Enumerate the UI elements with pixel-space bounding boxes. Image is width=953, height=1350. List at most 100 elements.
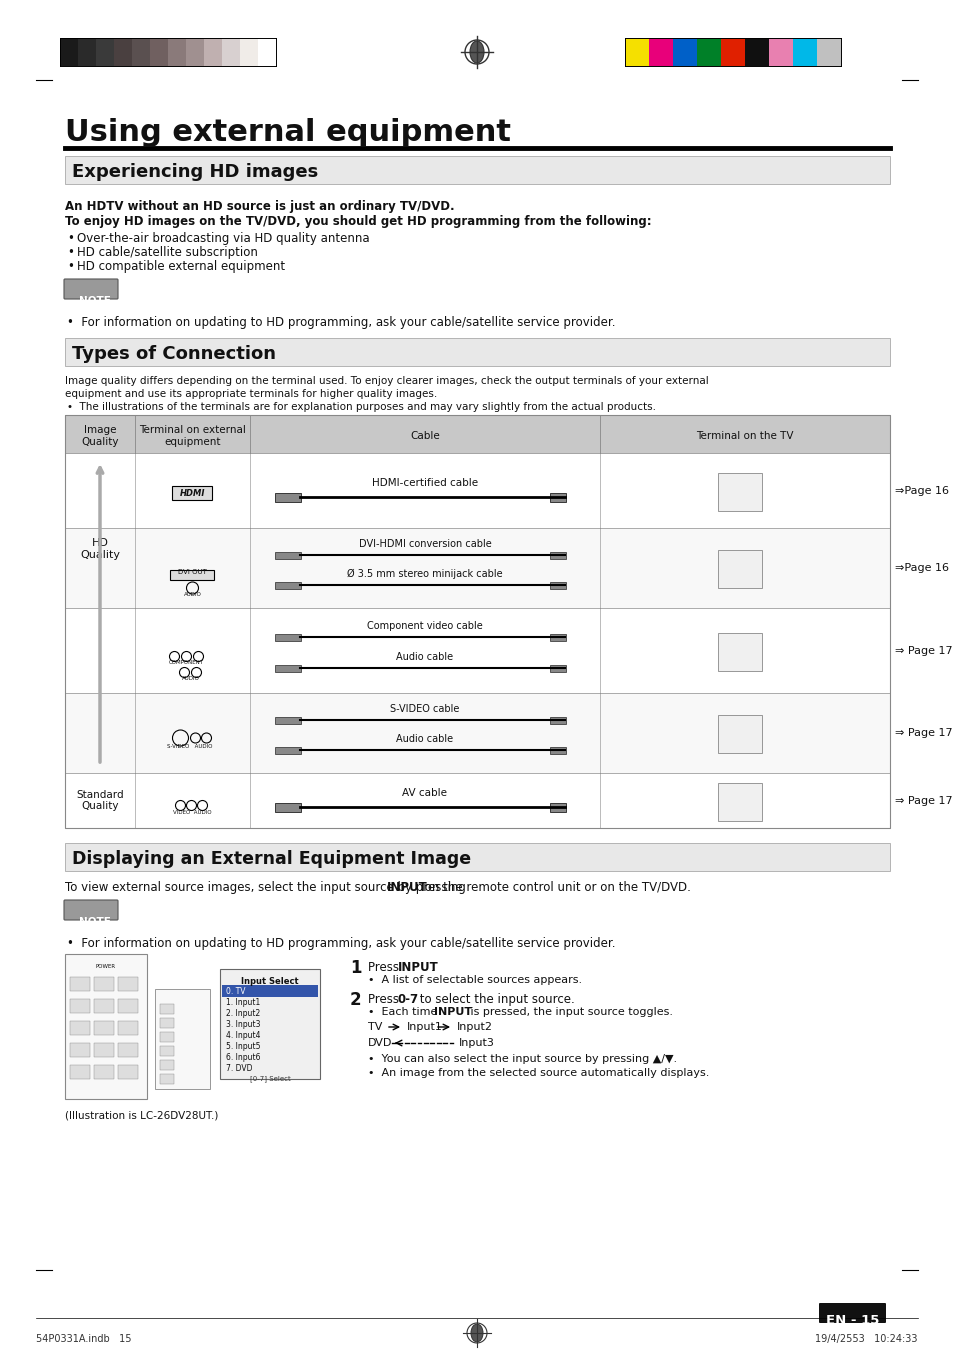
Bar — [160, 1060, 173, 1071]
Text: [0-7] Select: [0-7] Select — [250, 1075, 290, 1081]
Bar — [65, 338, 889, 366]
Bar — [718, 716, 761, 753]
Text: An HDTV without an HD source is just an ordinary TV/DVD.: An HDTV without an HD source is just an … — [65, 200, 455, 213]
FancyBboxPatch shape — [64, 900, 118, 919]
Text: Ø 3.5 mm stereo minijack cable: Ø 3.5 mm stereo minijack cable — [347, 568, 502, 579]
Bar — [204, 38, 222, 66]
Bar — [113, 38, 132, 66]
Text: ⇒ Page 17: ⇒ Page 17 — [894, 728, 952, 738]
Bar — [65, 157, 889, 184]
Text: •  The illustrations of the terminals are for explanation purposes and may vary : • The illustrations of the terminals are… — [67, 402, 656, 412]
Text: Press: Press — [368, 961, 402, 973]
Text: equipment and use its appropriate terminals for higher quality images.: equipment and use its appropriate termin… — [65, 389, 436, 400]
Bar — [697, 38, 720, 66]
Text: ⇒Page 16: ⇒Page 16 — [894, 563, 948, 572]
Bar — [744, 38, 768, 66]
Text: Input Select: Input Select — [241, 977, 298, 986]
Bar — [94, 1044, 113, 1057]
Text: Terminal on the TV: Terminal on the TV — [696, 431, 793, 441]
Bar — [550, 666, 565, 672]
Text: To enjoy HD images on the TV/DVD, you should get HD programming from the followi: To enjoy HD images on the TV/DVD, you sh… — [65, 215, 651, 228]
Text: Image
Quality: Image Quality — [81, 425, 118, 447]
Bar — [65, 414, 889, 454]
Bar — [550, 747, 565, 755]
Text: HD
Quality: HD Quality — [80, 539, 120, 560]
Text: Input1: Input1 — [407, 1022, 442, 1031]
Bar — [718, 783, 761, 821]
Text: 54P0331A.indb   15: 54P0331A.indb 15 — [36, 1334, 132, 1345]
Text: Audio cable: Audio cable — [396, 734, 453, 744]
Bar — [132, 38, 150, 66]
Text: HD cable/satellite subscription: HD cable/satellite subscription — [77, 246, 257, 259]
Text: 0. TV: 0. TV — [226, 987, 245, 996]
Bar — [118, 999, 138, 1012]
Text: •  A list of selectable sources appears.: • A list of selectable sources appears. — [368, 975, 581, 985]
Text: on the remote control unit or on the TV/DVD.: on the remote control unit or on the TV/… — [420, 882, 690, 894]
Text: TV: TV — [368, 1022, 382, 1031]
Bar — [240, 38, 257, 66]
Text: •: • — [67, 232, 73, 244]
Bar — [118, 977, 138, 991]
Bar — [648, 38, 672, 66]
Bar — [672, 38, 697, 66]
Bar — [160, 1031, 173, 1042]
Text: Cable: Cable — [410, 431, 439, 441]
Text: 5. Input5: 5. Input5 — [226, 1042, 260, 1052]
Text: INPUT: INPUT — [434, 1007, 472, 1017]
Text: Types of Connection: Types of Connection — [71, 346, 275, 363]
Bar — [718, 633, 761, 671]
Bar — [154, 990, 210, 1089]
Text: Input2: Input2 — [456, 1022, 493, 1031]
Bar — [118, 1044, 138, 1057]
Bar — [274, 666, 301, 672]
Bar — [160, 1075, 173, 1084]
Bar — [70, 1044, 90, 1057]
Text: NOTE: NOTE — [79, 296, 111, 306]
Text: S-VIDEO cable: S-VIDEO cable — [390, 705, 459, 714]
Text: 6. Input6: 6. Input6 — [226, 1053, 260, 1062]
Bar — [274, 747, 301, 755]
Bar — [274, 552, 301, 559]
Text: AUDIO: AUDIO — [183, 593, 201, 597]
Bar — [274, 493, 301, 501]
Text: HDMI: HDMI — [179, 489, 205, 498]
Text: •: • — [67, 246, 73, 259]
Bar — [172, 486, 213, 500]
Bar — [768, 38, 792, 66]
Text: Standard
Quality: Standard Quality — [76, 790, 124, 811]
Text: COMPONENT: COMPONENT — [169, 660, 204, 664]
Bar — [70, 999, 90, 1012]
Text: Terminal on external
equipment: Terminal on external equipment — [139, 425, 246, 447]
Text: to select the input source.: to select the input source. — [416, 994, 574, 1006]
Text: POWER: POWER — [96, 964, 116, 969]
Text: .: . — [431, 961, 435, 973]
Text: 1. Input1: 1. Input1 — [226, 998, 260, 1007]
Bar — [150, 38, 168, 66]
Bar — [160, 1046, 173, 1056]
Bar — [60, 38, 78, 66]
Bar — [274, 633, 301, 641]
Bar — [70, 977, 90, 991]
Text: 2. Input2: 2. Input2 — [226, 1008, 260, 1018]
Text: Experiencing HD images: Experiencing HD images — [71, 163, 318, 181]
Bar — [78, 38, 96, 66]
Bar — [118, 1065, 138, 1079]
Bar — [816, 38, 841, 66]
Text: (Illustration is LC-26DV28UT.): (Illustration is LC-26DV28UT.) — [65, 1111, 218, 1120]
Text: S-VIDEO   AUDIO: S-VIDEO AUDIO — [167, 744, 212, 749]
Text: •: • — [67, 261, 73, 273]
Text: ⇒ Page 17: ⇒ Page 17 — [894, 795, 952, 806]
Bar — [222, 38, 240, 66]
Bar — [65, 774, 889, 828]
Bar — [160, 1004, 173, 1014]
Text: DVI OUT: DVI OUT — [178, 568, 207, 575]
Bar — [94, 1021, 113, 1035]
Text: DVI-HDMI conversion cable: DVI-HDMI conversion cable — [358, 540, 491, 549]
Text: Over-the-air broadcasting via HD quality antenna: Over-the-air broadcasting via HD quality… — [77, 232, 369, 244]
FancyBboxPatch shape — [818, 1303, 885, 1323]
Text: INPUT: INPUT — [387, 882, 427, 894]
Text: EN - 15: EN - 15 — [825, 1314, 879, 1327]
Bar — [718, 549, 761, 589]
Text: 1: 1 — [350, 958, 361, 977]
Text: HD compatible external equipment: HD compatible external equipment — [77, 261, 285, 273]
